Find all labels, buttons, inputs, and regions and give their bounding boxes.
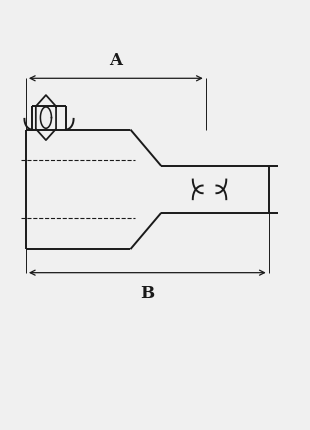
Text: B: B	[140, 285, 154, 301]
Text: A: A	[109, 52, 122, 69]
